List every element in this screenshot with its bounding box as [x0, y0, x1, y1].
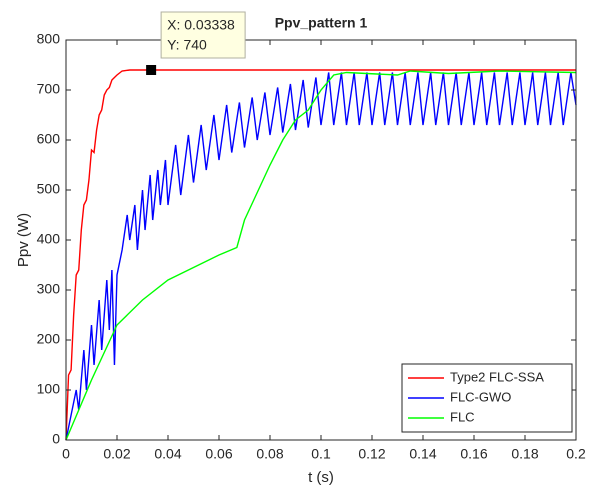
- y-tick-label: 300: [37, 281, 61, 297]
- x-tick-label: 0.08: [256, 446, 283, 462]
- x-tick-label: 0.14: [409, 446, 436, 462]
- y-tick-label: 500: [37, 181, 61, 197]
- datatip-x: X: 0.03338: [167, 17, 235, 33]
- y-tick-label: 700: [37, 81, 61, 97]
- chart-title: Ppv_pattern 1: [275, 15, 368, 31]
- x-tick-label: 0.18: [511, 446, 538, 462]
- x-tick-label: 0.02: [103, 446, 130, 462]
- x-tick-label: 0.06: [205, 446, 232, 462]
- x-tick-label: 0.16: [460, 446, 487, 462]
- y-axis-label: Ppv (W): [15, 213, 32, 267]
- legend-label: FLC: [450, 409, 475, 424]
- series-line: [65, 69, 576, 441]
- series-line: [65, 70, 577, 441]
- x-tick-label: 0.1: [311, 446, 331, 462]
- y-tick-label: 100: [37, 381, 61, 397]
- y-tick-label: 600: [37, 131, 61, 147]
- x-tick-label: 0.04: [154, 446, 181, 462]
- datatip-marker: [146, 65, 157, 75]
- y-tick-label: 0: [52, 431, 60, 447]
- y-tick-label: 800: [37, 31, 61, 47]
- datatip-box: [160, 11, 246, 59]
- y-tick-label: 200: [37, 331, 61, 347]
- x-tick-label: 0.2: [566, 446, 586, 462]
- axes-box: [65, 39, 577, 441]
- x-tick-label: 0: [62, 446, 70, 462]
- legend-label: Type2 FLC-SSA: [450, 369, 544, 384]
- series-layer: [65, 69, 577, 441]
- y-tick-label: 400: [37, 231, 61, 247]
- legend-label: FLC-GWO: [450, 389, 511, 404]
- datatip-y: Y: 740: [167, 37, 207, 53]
- x-axis-label: t (s): [308, 469, 334, 486]
- x-tick-label: 0.12: [358, 446, 385, 462]
